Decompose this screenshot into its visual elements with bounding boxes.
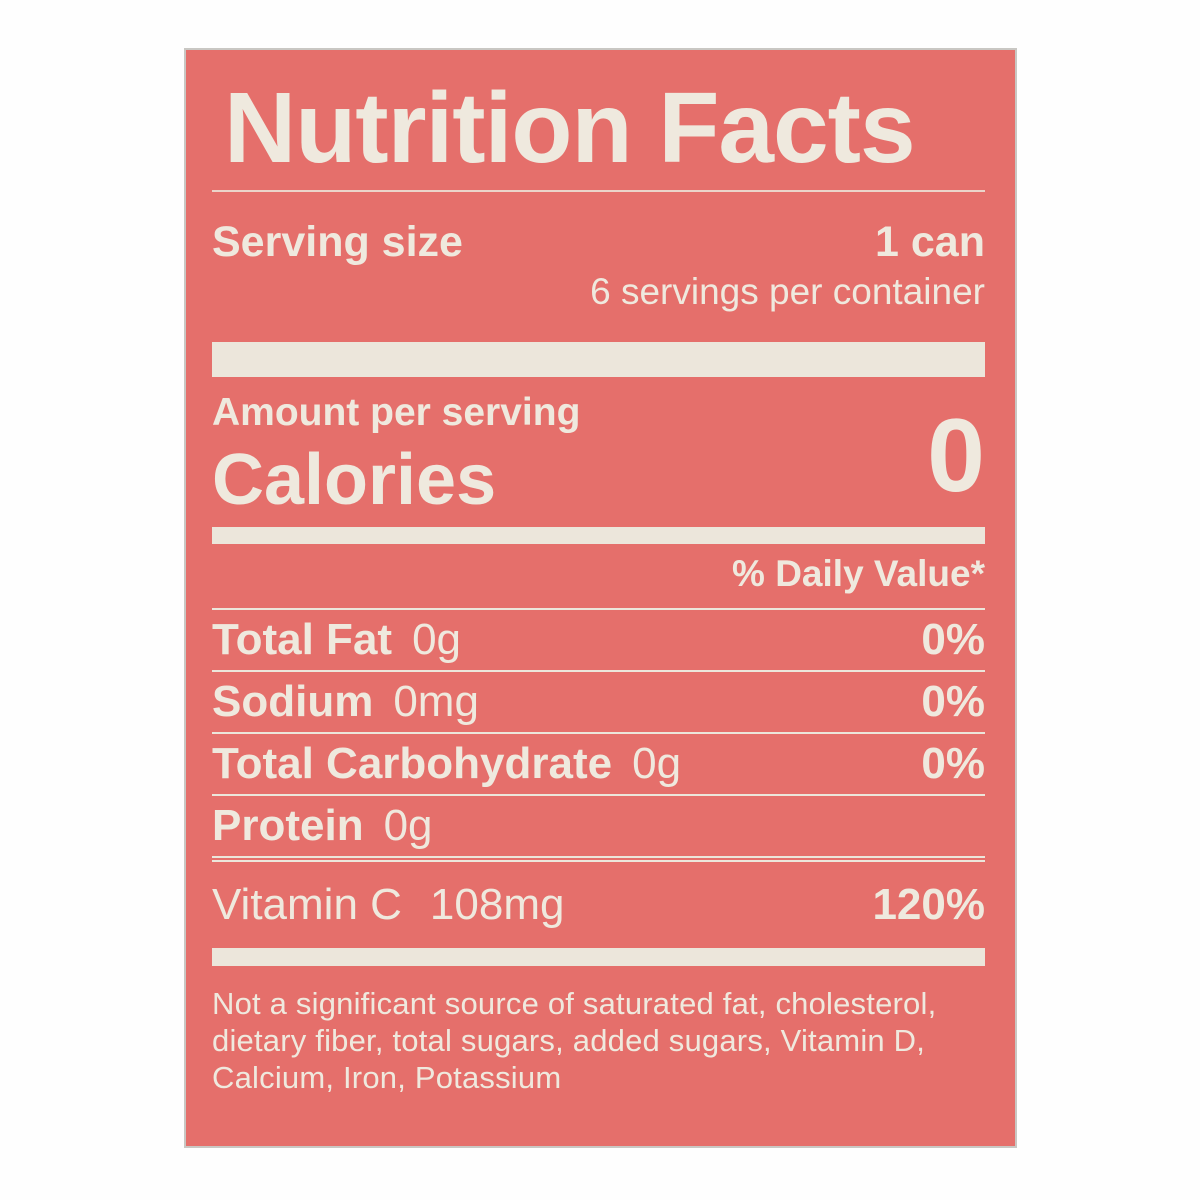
section-bar-medium <box>212 527 985 545</box>
nutrient-row-total-fat: Total Fat 0g 0% <box>212 607 985 670</box>
nutrient-daily-value: 0% <box>921 738 985 788</box>
nutrient-left: Vitamin C 108mg <box>212 879 565 929</box>
nutrient-left: Total Fat 0g <box>212 614 462 664</box>
section-bar-top <box>212 341 985 377</box>
amount-per-serving-label: Amount per serving <box>212 390 581 434</box>
footnote: Not a significant source of saturated fa… <box>212 985 985 1097</box>
nutrition-facts-label: Nutrition Facts Serving size 1 can 6 ser… <box>184 48 1017 1148</box>
label-title: Nutrition Facts <box>224 72 916 184</box>
calories-value: 0 <box>927 397 985 514</box>
nutrient-left: Sodium 0mg <box>212 676 479 726</box>
protein-vitamin-divider <box>212 855 985 862</box>
nutrient-name: Vitamin C <box>212 879 402 929</box>
calories-section: Amount per serving Calories 0 <box>212 391 985 518</box>
footnote-line: Calcium, Iron, Potassium <box>212 1060 562 1096</box>
serving-size-label: Serving size <box>212 218 463 266</box>
nutrient-row-protein: Protein 0g <box>212 793 985 856</box>
nutrient-row-total-carbohydrate: Total Carbohydrate 0g 0% <box>212 731 985 794</box>
footnote-line: Not a significant source of saturated fa… <box>212 985 937 1021</box>
nutrient-daily-value: 0% <box>921 676 985 726</box>
nutrient-amount: 0g <box>632 738 682 788</box>
nutrient-name: Sodium <box>212 676 374 726</box>
nutrient-left: Protein 0g <box>212 800 433 850</box>
calories-left-stack: Amount per serving Calories <box>212 391 580 518</box>
title-divider <box>212 190 985 192</box>
serving-size-value: 1 can <box>875 218 985 266</box>
calories-label: Calories <box>212 439 497 520</box>
daily-value-header: % Daily Value* <box>732 553 985 595</box>
nutrient-name: Protein <box>212 800 364 850</box>
nutrient-amount: 0mg <box>393 676 479 726</box>
nutrient-name: Total Carbohydrate <box>212 738 613 788</box>
nutrient-row-vitamin-c: Vitamin C 108mg 120% <box>212 862 985 948</box>
nutrient-daily-value: 120% <box>872 879 985 929</box>
nutrient-row-sodium: Sodium 0mg 0% <box>212 669 985 732</box>
nutrient-left: Total Carbohydrate 0g <box>212 738 682 788</box>
nutrient-name: Total Fat <box>212 614 393 664</box>
section-bar-bottom <box>212 947 985 966</box>
nutrient-daily-value: 0% <box>921 614 985 664</box>
nutrient-amount: 0g <box>412 614 462 664</box>
nutrient-amount: 0g <box>383 800 433 850</box>
serving-size-row: Serving size 1 can <box>212 218 985 267</box>
servings-per-container: 6 servings per container <box>590 271 985 313</box>
nutrient-amount: 108mg <box>429 879 565 929</box>
footnote-line: dietary fiber, total sugars, added sugar… <box>212 1022 926 1058</box>
